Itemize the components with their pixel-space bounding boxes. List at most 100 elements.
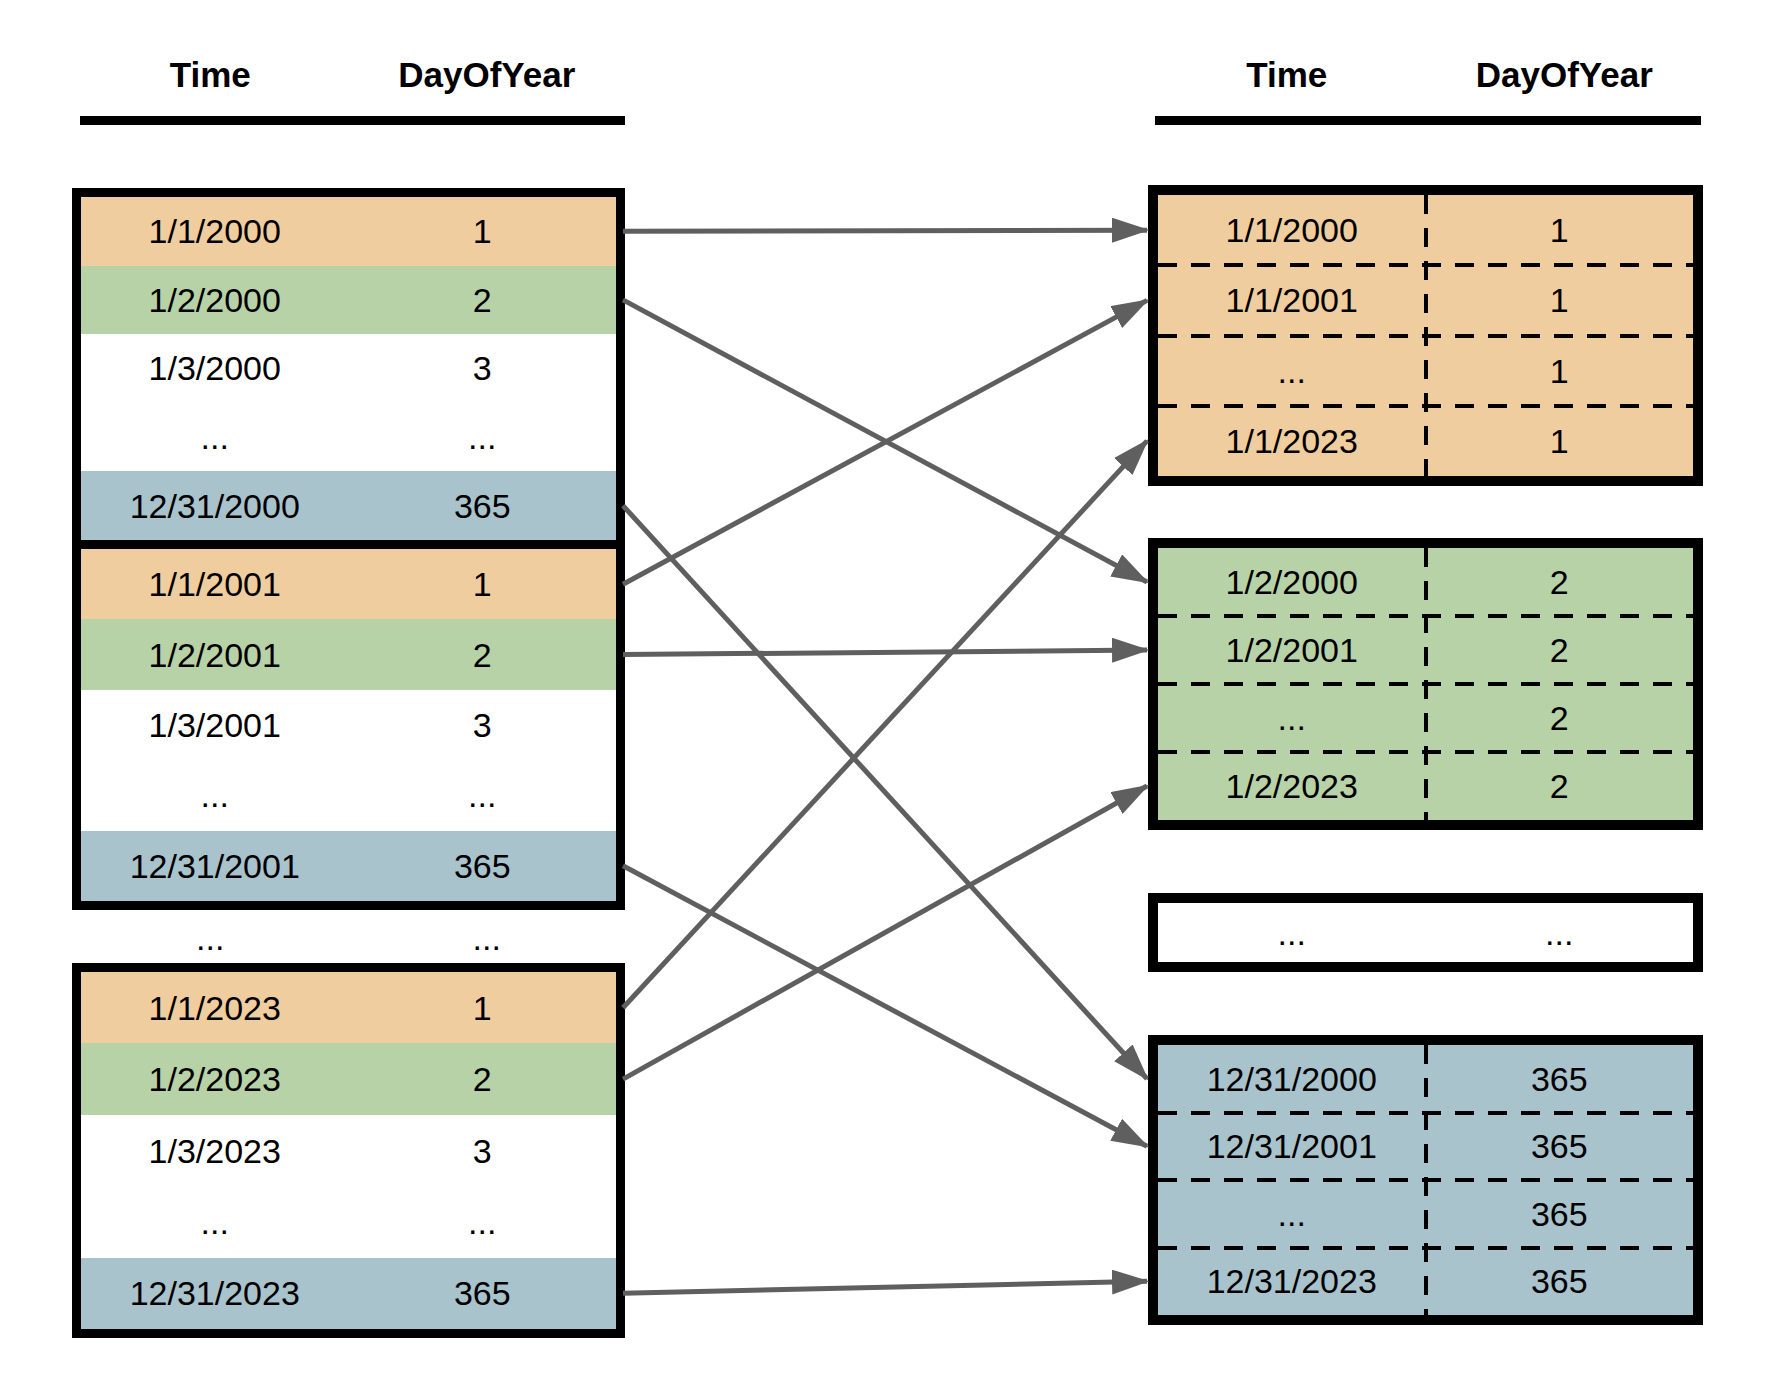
time-cell: 1/3/2000 (81, 351, 349, 385)
mapping-arrow (623, 786, 1147, 1079)
grouped-column-header: Time DayOfYear (1148, 46, 1703, 104)
column-header-time: Time (72, 55, 349, 95)
time-cell: 1/2/2000 (1158, 565, 1426, 599)
day-cell: 2 (349, 638, 617, 672)
day-cell: ... (349, 1205, 617, 1239)
time-cell: 1/3/2001 (81, 708, 349, 742)
table-row: 1/2/20002 (1158, 548, 1693, 616)
day-cell: 2 (349, 283, 617, 317)
time-cell: ... (1158, 1197, 1426, 1231)
mapping-arrow (623, 441, 1147, 1008)
time-cell: ... (72, 921, 349, 955)
table-row: 1/3/20003 (81, 334, 616, 403)
dayofyear-groupby-diagram: Time DayOfYear Time DayOfYear 1/1/200011… (0, 0, 1776, 1378)
day-cell: ... (349, 921, 626, 955)
time-cell: 1/1/2000 (81, 214, 349, 248)
table-row: 12/31/2023365 (81, 1258, 616, 1329)
table-row: 1/2/20232 (1158, 752, 1693, 820)
day-cell: 2 (1426, 769, 1694, 803)
mapping-arrow (623, 300, 1147, 582)
time-cell: 1/1/2023 (81, 991, 349, 1025)
table-row: ...... (81, 403, 616, 472)
table-row: 12/31/2000365 (81, 471, 616, 540)
table-row: 1/3/20013 (81, 690, 616, 760)
day-cell: 2 (349, 1062, 617, 1096)
day-cell: ... (349, 420, 617, 454)
time-cell: 1/2/2000 (81, 283, 349, 317)
table-row: 1/1/20011 (81, 549, 616, 619)
header-underline (1155, 116, 1701, 125)
day-cell: 365 (1426, 1197, 1694, 1231)
time-cell: ... (1158, 916, 1426, 950)
group-table-day2: 1/2/200021/2/20012...21/2/20232 (1148, 538, 1703, 830)
day-cell: 1 (349, 991, 617, 1025)
mapping-arrow (623, 230, 1147, 231)
day-cell: 2 (1426, 633, 1694, 667)
table-row: 1/2/20012 (1158, 616, 1693, 684)
day-cell: ... (349, 778, 617, 812)
source-table-2000: 1/1/200011/2/200021/3/20003......12/31/2… (72, 188, 625, 549)
time-cell: 1/1/2001 (81, 567, 349, 601)
time-cell: 1/1/2001 (1158, 283, 1426, 317)
day-cell: 1 (1426, 283, 1694, 317)
table-row: ...... (81, 1186, 616, 1257)
table-row: 12/31/2000365 (1158, 1045, 1693, 1113)
day-cell: 365 (349, 849, 617, 883)
day-cell: 1 (1426, 213, 1694, 247)
mapping-arrow (623, 506, 1147, 1079)
table-row: 12/31/2001365 (1158, 1113, 1693, 1181)
day-cell: 365 (349, 1276, 617, 1310)
table-row: ...... (81, 760, 616, 830)
table-row: 12/31/2001365 (81, 831, 616, 901)
table-row: 12/31/2023365 (1158, 1248, 1693, 1316)
source-table-2023: 1/1/202311/2/202321/3/20233......12/31/2… (72, 963, 625, 1338)
table-row: 1/1/20001 (1158, 195, 1693, 265)
time-cell: ... (1158, 354, 1426, 388)
time-cell: 12/31/2000 (1158, 1062, 1426, 1096)
mapping-arrow (623, 300, 1147, 584)
time-cell: 1/2/2001 (81, 638, 349, 672)
column-header-dayofyear: DayOfYear (349, 55, 626, 95)
time-cell: 12/31/2023 (81, 1276, 349, 1310)
table-row: 1/1/20231 (1158, 406, 1693, 476)
group-table-day1: 1/1/200011/1/20011...11/1/20231 (1148, 185, 1703, 486)
mapping-arrow (623, 1281, 1147, 1293)
source-column-header: Time DayOfYear (72, 46, 625, 104)
time-cell: 12/31/2001 (81, 849, 349, 883)
time-cell: 1/2/2023 (81, 1062, 349, 1096)
column-header-dayofyear: DayOfYear (1426, 55, 1704, 95)
day-cell: 1 (349, 567, 617, 601)
time-cell: 1/1/2000 (1158, 213, 1426, 247)
day-cell: ... (1426, 916, 1694, 950)
time-cell: ... (81, 778, 349, 812)
day-cell: 1 (1426, 424, 1694, 458)
time-cell: 1/2/2023 (1158, 769, 1426, 803)
table-row: ...... (1158, 903, 1693, 962)
time-cell: ... (1158, 701, 1426, 735)
group-table-day365: 12/31/200036512/31/2001365...36512/31/20… (1148, 1035, 1703, 1325)
table-row: ...365 (1158, 1180, 1693, 1248)
column-header-time: Time (1148, 55, 1426, 95)
table-row: 1/1/20231 (81, 972, 616, 1043)
table-row: 1/1/20011 (1158, 265, 1693, 335)
time-cell: 12/31/2001 (1158, 1129, 1426, 1163)
time-cell: 1/3/2023 (81, 1134, 349, 1168)
day-cell: 2 (1426, 565, 1694, 599)
time-cell: 1/2/2001 (1158, 633, 1426, 667)
day-cell: 365 (1426, 1062, 1694, 1096)
time-cell: ... (81, 420, 349, 454)
mapping-arrow (623, 650, 1147, 655)
day-cell: 365 (1426, 1264, 1694, 1298)
time-cell: 1/1/2023 (1158, 424, 1426, 458)
table-row: 1/1/20001 (81, 197, 616, 266)
time-cell: 12/31/2023 (1158, 1264, 1426, 1298)
table-row: ...1 (1158, 336, 1693, 406)
day-cell: 3 (349, 708, 617, 742)
day-cell: 1 (1426, 354, 1694, 388)
day-cell: 3 (349, 351, 617, 385)
table-row: 1/2/20002 (81, 266, 616, 335)
day-cell: 2 (1426, 701, 1694, 735)
time-cell: 12/31/2000 (81, 489, 349, 523)
group-table-ellipsis: ...... (1148, 893, 1703, 972)
time-cell: ... (81, 1205, 349, 1239)
